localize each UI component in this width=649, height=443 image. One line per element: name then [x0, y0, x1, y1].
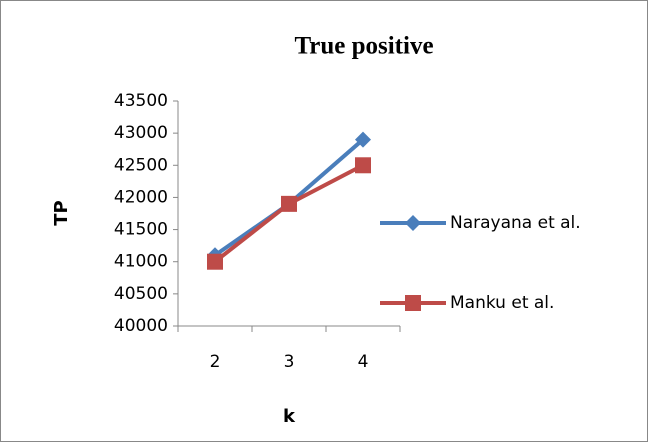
data-point	[281, 195, 297, 212]
chart-title: True positive	[294, 33, 433, 60]
x-tick-label: 4	[358, 352, 369, 372]
y-tick-label: 42500	[114, 155, 168, 175]
data-point	[207, 253, 223, 270]
y-tick-label: 40500	[114, 284, 168, 304]
x-axis-title: k	[283, 406, 296, 427]
legend-marker	[405, 295, 421, 311]
legend-marker	[405, 215, 421, 231]
data-point	[355, 157, 371, 174]
y-tick-label: 41500	[114, 220, 168, 240]
y-tick-label: 40000	[114, 316, 168, 336]
data-point	[355, 131, 371, 148]
x-tick-label: 3	[284, 352, 295, 372]
y-tick-label: 42000	[114, 187, 168, 207]
y-tick-label: 43000	[114, 123, 168, 143]
y-axis-title: TP	[51, 200, 72, 225]
legend-label: Narayana et al.	[450, 213, 581, 233]
legend-label: Manku et al.	[450, 293, 554, 313]
y-tick-label: 41000	[114, 252, 168, 272]
x-tick-label: 2	[210, 352, 221, 372]
y-tick-label: 43500	[114, 91, 168, 111]
